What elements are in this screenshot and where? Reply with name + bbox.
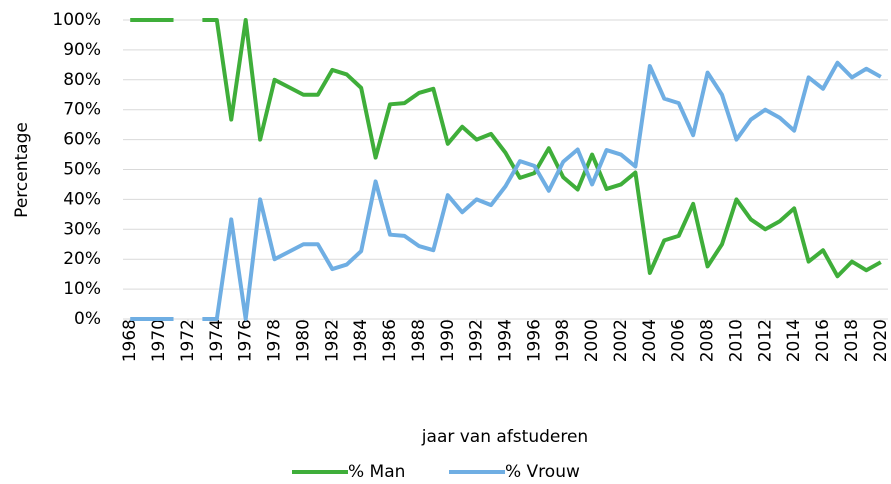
line-series bbox=[130, 18, 882, 279]
y-tick-label: 100% bbox=[52, 10, 101, 30]
legend-label: % Man bbox=[348, 462, 405, 482]
x-tick-label: 2012 bbox=[755, 319, 775, 362]
y-tick-label: 10% bbox=[63, 279, 101, 299]
y-tick-label: 90% bbox=[63, 40, 101, 60]
x-tick-label: 2002 bbox=[611, 319, 631, 362]
y-tick-label: 40% bbox=[63, 189, 101, 209]
x-tick-label: 1982 bbox=[322, 319, 342, 362]
x-tick-label: 2008 bbox=[698, 319, 718, 362]
x-tick-label: 2004 bbox=[640, 319, 660, 362]
x-tick-label: 2000 bbox=[582, 319, 602, 362]
x-tick-label: 1988 bbox=[409, 319, 429, 362]
x-tick-label: 2020 bbox=[871, 319, 891, 362]
x-tick-label: 1980 bbox=[293, 319, 313, 362]
x-tick-label: 1986 bbox=[380, 319, 400, 362]
x-tick-label: 1972 bbox=[178, 319, 198, 362]
y-tick-label: 30% bbox=[63, 219, 101, 239]
x-tick-label: 2010 bbox=[726, 319, 746, 362]
x-tick-label: 1984 bbox=[351, 319, 371, 362]
x-tick-label: 1998 bbox=[553, 319, 573, 362]
x-tick-label: 1990 bbox=[438, 319, 458, 362]
x-tick-label: 1974 bbox=[207, 319, 227, 362]
x-tick-label: 2018 bbox=[842, 319, 862, 362]
x-tick-label: 2014 bbox=[784, 319, 804, 362]
legend-label: % Vrouw bbox=[505, 462, 580, 482]
y-tick-label: 70% bbox=[63, 100, 101, 120]
y-tick-label: 60% bbox=[63, 130, 101, 150]
x-tick-label: 2006 bbox=[669, 319, 689, 362]
y-tick-label: 20% bbox=[63, 249, 101, 269]
x-tick-label: 1978 bbox=[265, 319, 285, 362]
x-tick-label: 1970 bbox=[149, 319, 169, 362]
x-tick-label: 1994 bbox=[496, 319, 516, 362]
x-axis-label: jaar van afstuderen bbox=[421, 427, 588, 447]
x-tick-label: 1976 bbox=[236, 319, 256, 362]
x-tick-label: 1996 bbox=[524, 319, 544, 362]
x-tick-label: 1968 bbox=[120, 319, 140, 362]
y-tick-label: 0% bbox=[74, 309, 101, 329]
y-axis-label: Percentage bbox=[12, 122, 32, 218]
x-tick-label: 1992 bbox=[467, 319, 487, 362]
x-tick-label: 2016 bbox=[813, 319, 833, 362]
line-series bbox=[130, 60, 882, 321]
y-tick-label: 80% bbox=[63, 70, 101, 90]
y-tick-label: 50% bbox=[63, 160, 101, 180]
